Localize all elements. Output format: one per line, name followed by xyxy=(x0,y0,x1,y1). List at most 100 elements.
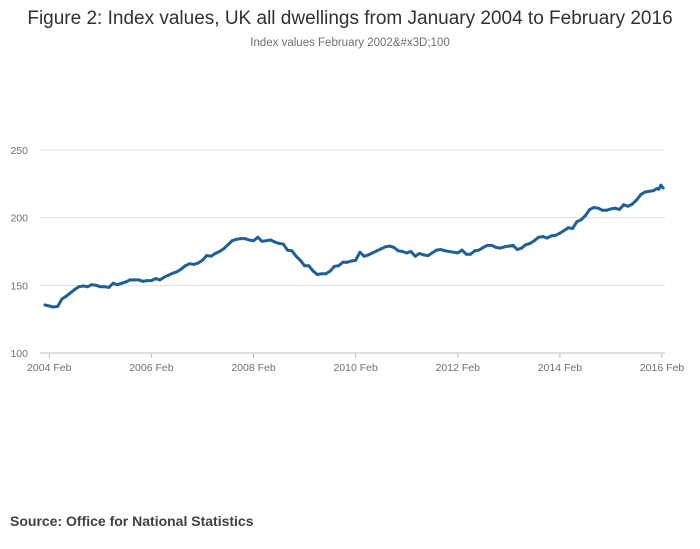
data-point xyxy=(162,275,166,279)
data-point xyxy=(69,291,72,295)
data-point xyxy=(469,252,472,256)
y-tick-label: 100 xyxy=(10,348,28,360)
x-tick-label: 2004 Feb xyxy=(27,362,72,374)
data-point xyxy=(422,253,426,257)
data-point xyxy=(137,278,141,282)
data-point xyxy=(247,238,251,242)
data-point xyxy=(464,252,468,256)
data-point xyxy=(98,285,102,289)
data-point xyxy=(81,284,85,288)
data-point xyxy=(388,244,392,248)
data-point xyxy=(298,258,302,262)
data-point xyxy=(324,272,328,276)
data-point xyxy=(158,278,162,282)
data-point xyxy=(120,281,124,285)
data-point xyxy=(230,239,234,243)
data-point xyxy=(613,206,617,210)
x-tick-label: 2006 Feb xyxy=(129,362,174,374)
data-point xyxy=(447,250,451,253)
data-point xyxy=(349,259,353,263)
data-point xyxy=(528,241,532,245)
data-point xyxy=(43,303,47,307)
data-point xyxy=(477,248,481,252)
data-point xyxy=(294,254,298,258)
data-point xyxy=(209,254,213,258)
data-point xyxy=(554,233,558,237)
data-point xyxy=(486,243,489,247)
series-group xyxy=(43,183,665,309)
data-point xyxy=(490,243,494,247)
data-point xyxy=(400,250,404,253)
data-point xyxy=(179,267,183,271)
data-point xyxy=(532,239,536,243)
data-point xyxy=(337,264,341,268)
data-point xyxy=(392,245,396,249)
data-point xyxy=(609,207,613,211)
data-point xyxy=(260,239,264,243)
data-point xyxy=(307,264,311,268)
data-point xyxy=(213,252,217,255)
data-point xyxy=(196,261,200,265)
data-point xyxy=(277,241,281,245)
data-point xyxy=(541,235,545,239)
data-point xyxy=(128,278,132,282)
data-point xyxy=(145,279,149,283)
data-point xyxy=(635,198,638,202)
data-point xyxy=(235,237,238,241)
x-tick-label: 2016 Feb xyxy=(640,362,685,374)
data-point xyxy=(617,208,621,211)
data-point xyxy=(252,239,255,243)
x-tick-label: 2008 Feb xyxy=(231,362,276,374)
data-point xyxy=(503,245,507,249)
data-point xyxy=(303,264,307,268)
data-point xyxy=(166,273,170,277)
gridlines xyxy=(40,149,665,286)
data-point xyxy=(566,226,570,230)
data-point xyxy=(111,281,115,285)
data-point xyxy=(622,203,626,207)
data-point xyxy=(315,273,319,276)
data-point xyxy=(73,287,77,291)
data-point xyxy=(596,206,600,210)
source-note: Source: Office for National Statistics xyxy=(10,513,254,529)
data-point xyxy=(226,243,230,247)
data-point xyxy=(630,202,634,206)
data-point xyxy=(124,280,128,284)
x-axis: 2004 Feb 2006 Feb 2008 Feb 2010 Feb 2012 Feb… xyxy=(27,352,685,374)
chart-subtitle: Index values February 2002&#x3D;100 xyxy=(250,37,450,49)
data-point xyxy=(452,250,455,254)
data-point xyxy=(409,250,413,253)
data-point xyxy=(443,249,447,253)
data-point xyxy=(366,253,370,257)
data-point xyxy=(659,183,663,187)
data-point xyxy=(418,252,421,255)
data-point xyxy=(290,249,294,253)
data-point xyxy=(460,248,464,252)
data-point xyxy=(183,264,187,268)
y-tick-label: 150 xyxy=(10,280,28,292)
x-tick-label: 2012 Feb xyxy=(436,362,481,374)
data-point xyxy=(86,285,90,289)
data-point xyxy=(188,262,192,266)
data-point xyxy=(643,190,647,194)
data-point xyxy=(647,189,651,193)
data-point xyxy=(52,305,55,309)
data-point xyxy=(639,193,643,197)
data-point xyxy=(383,245,387,249)
data-point xyxy=(286,248,289,252)
data-point xyxy=(375,249,379,253)
data-point xyxy=(435,248,438,252)
data-point xyxy=(56,304,60,308)
data-point xyxy=(592,206,596,209)
data-point xyxy=(205,254,209,258)
data-point xyxy=(575,220,579,224)
data-point xyxy=(549,234,553,238)
data-point xyxy=(571,227,575,230)
data-point xyxy=(520,246,524,250)
data-point xyxy=(511,243,515,247)
data-point xyxy=(328,269,332,273)
data-point xyxy=(94,283,98,287)
chart-title: Figure 2: Index values, UK all dwellings… xyxy=(27,8,673,29)
data-point xyxy=(481,245,485,249)
